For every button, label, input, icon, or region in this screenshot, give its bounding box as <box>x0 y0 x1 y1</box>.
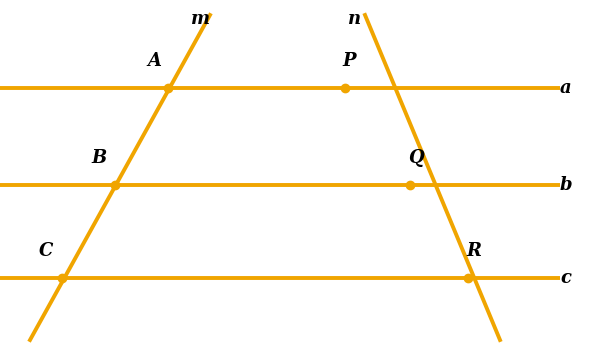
Text: Q: Q <box>408 149 424 167</box>
Text: C: C <box>39 242 53 260</box>
Text: P: P <box>342 52 356 70</box>
Text: a: a <box>560 79 572 97</box>
Text: A: A <box>147 52 161 70</box>
Text: n: n <box>349 10 362 28</box>
Text: b: b <box>560 176 573 194</box>
Text: R: R <box>466 242 481 260</box>
Text: B: B <box>91 149 107 167</box>
Text: c: c <box>560 269 571 287</box>
Text: m: m <box>190 10 210 28</box>
